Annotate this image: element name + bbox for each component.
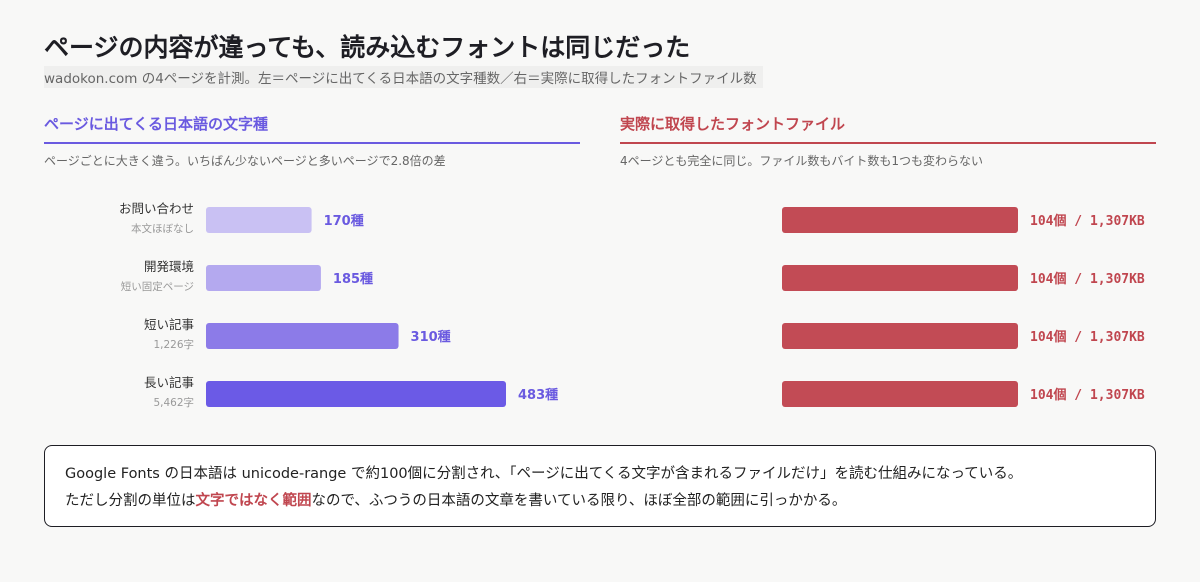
data-label: 185種 (333, 271, 373, 287)
right-panel-heading: 実際に取得したフォントファイル (620, 113, 1156, 144)
category-sublabel: 1,226字 (153, 338, 194, 351)
category-label: 開発環境 (144, 259, 194, 274)
left-panel-heading: ページに出てくる日本語の文字種 (44, 113, 580, 144)
page-subtitle: wadokon.com の4ページを計測。左＝ページに出てくる日本語の文字種数／… (44, 66, 763, 88)
data-label: 104個 / 1,307KB (1030, 387, 1145, 403)
bar (782, 265, 1018, 291)
note-line-1: Google Fonts の日本語は unicode-range で約100個に… (65, 466, 1023, 482)
left-panel-description: ページごとに大きく違う。いちばん少ないページと多いページで2.8倍の差 (44, 154, 446, 168)
category-sublabel: 短い固定ページ (121, 280, 194, 293)
note-line-2-after: なので、ふつうの日本語の文章を書いている限り、ほぼ全部の範囲に引っかかる。 (311, 493, 847, 509)
data-label: 170種 (324, 213, 364, 229)
note-line-2-before: ただし分割の単位は (65, 493, 196, 509)
page-title: ページの内容が違っても、読み込むフォントは同じだった (44, 33, 691, 62)
note-highlight: 文字ではなく範囲 (195, 493, 312, 509)
bar (782, 207, 1018, 233)
bar (206, 207, 312, 233)
bar (206, 323, 399, 349)
bar (206, 381, 506, 407)
explanation-note: Google Fonts の日本語は unicode-range で約100個に… (44, 445, 1156, 527)
category-sublabel: 5,462字 (153, 396, 194, 409)
note-line-2: ただし分割の単位は文字ではなく範囲なので、ふつうの日本語の文章を書いている限り、… (65, 488, 1135, 515)
data-label: 104個 / 1,307KB (1030, 329, 1145, 345)
category-label: 短い記事 (144, 317, 194, 332)
category-label: お問い合わせ (119, 201, 194, 216)
data-label: 310種 (411, 329, 451, 345)
bar (206, 265, 321, 291)
data-label: 483種 (518, 387, 558, 403)
data-label: 104個 / 1,307KB (1030, 271, 1145, 287)
right-panel-description: 4ページとも完全に同じ。ファイル数もバイト数も1つも変わらない (620, 154, 984, 168)
data-label: 104個 / 1,307KB (1030, 213, 1145, 229)
bar (782, 323, 1018, 349)
bar (782, 381, 1018, 407)
category-sublabel: 本文ほぼなし (131, 222, 194, 235)
category-label: 長い記事 (144, 375, 194, 390)
